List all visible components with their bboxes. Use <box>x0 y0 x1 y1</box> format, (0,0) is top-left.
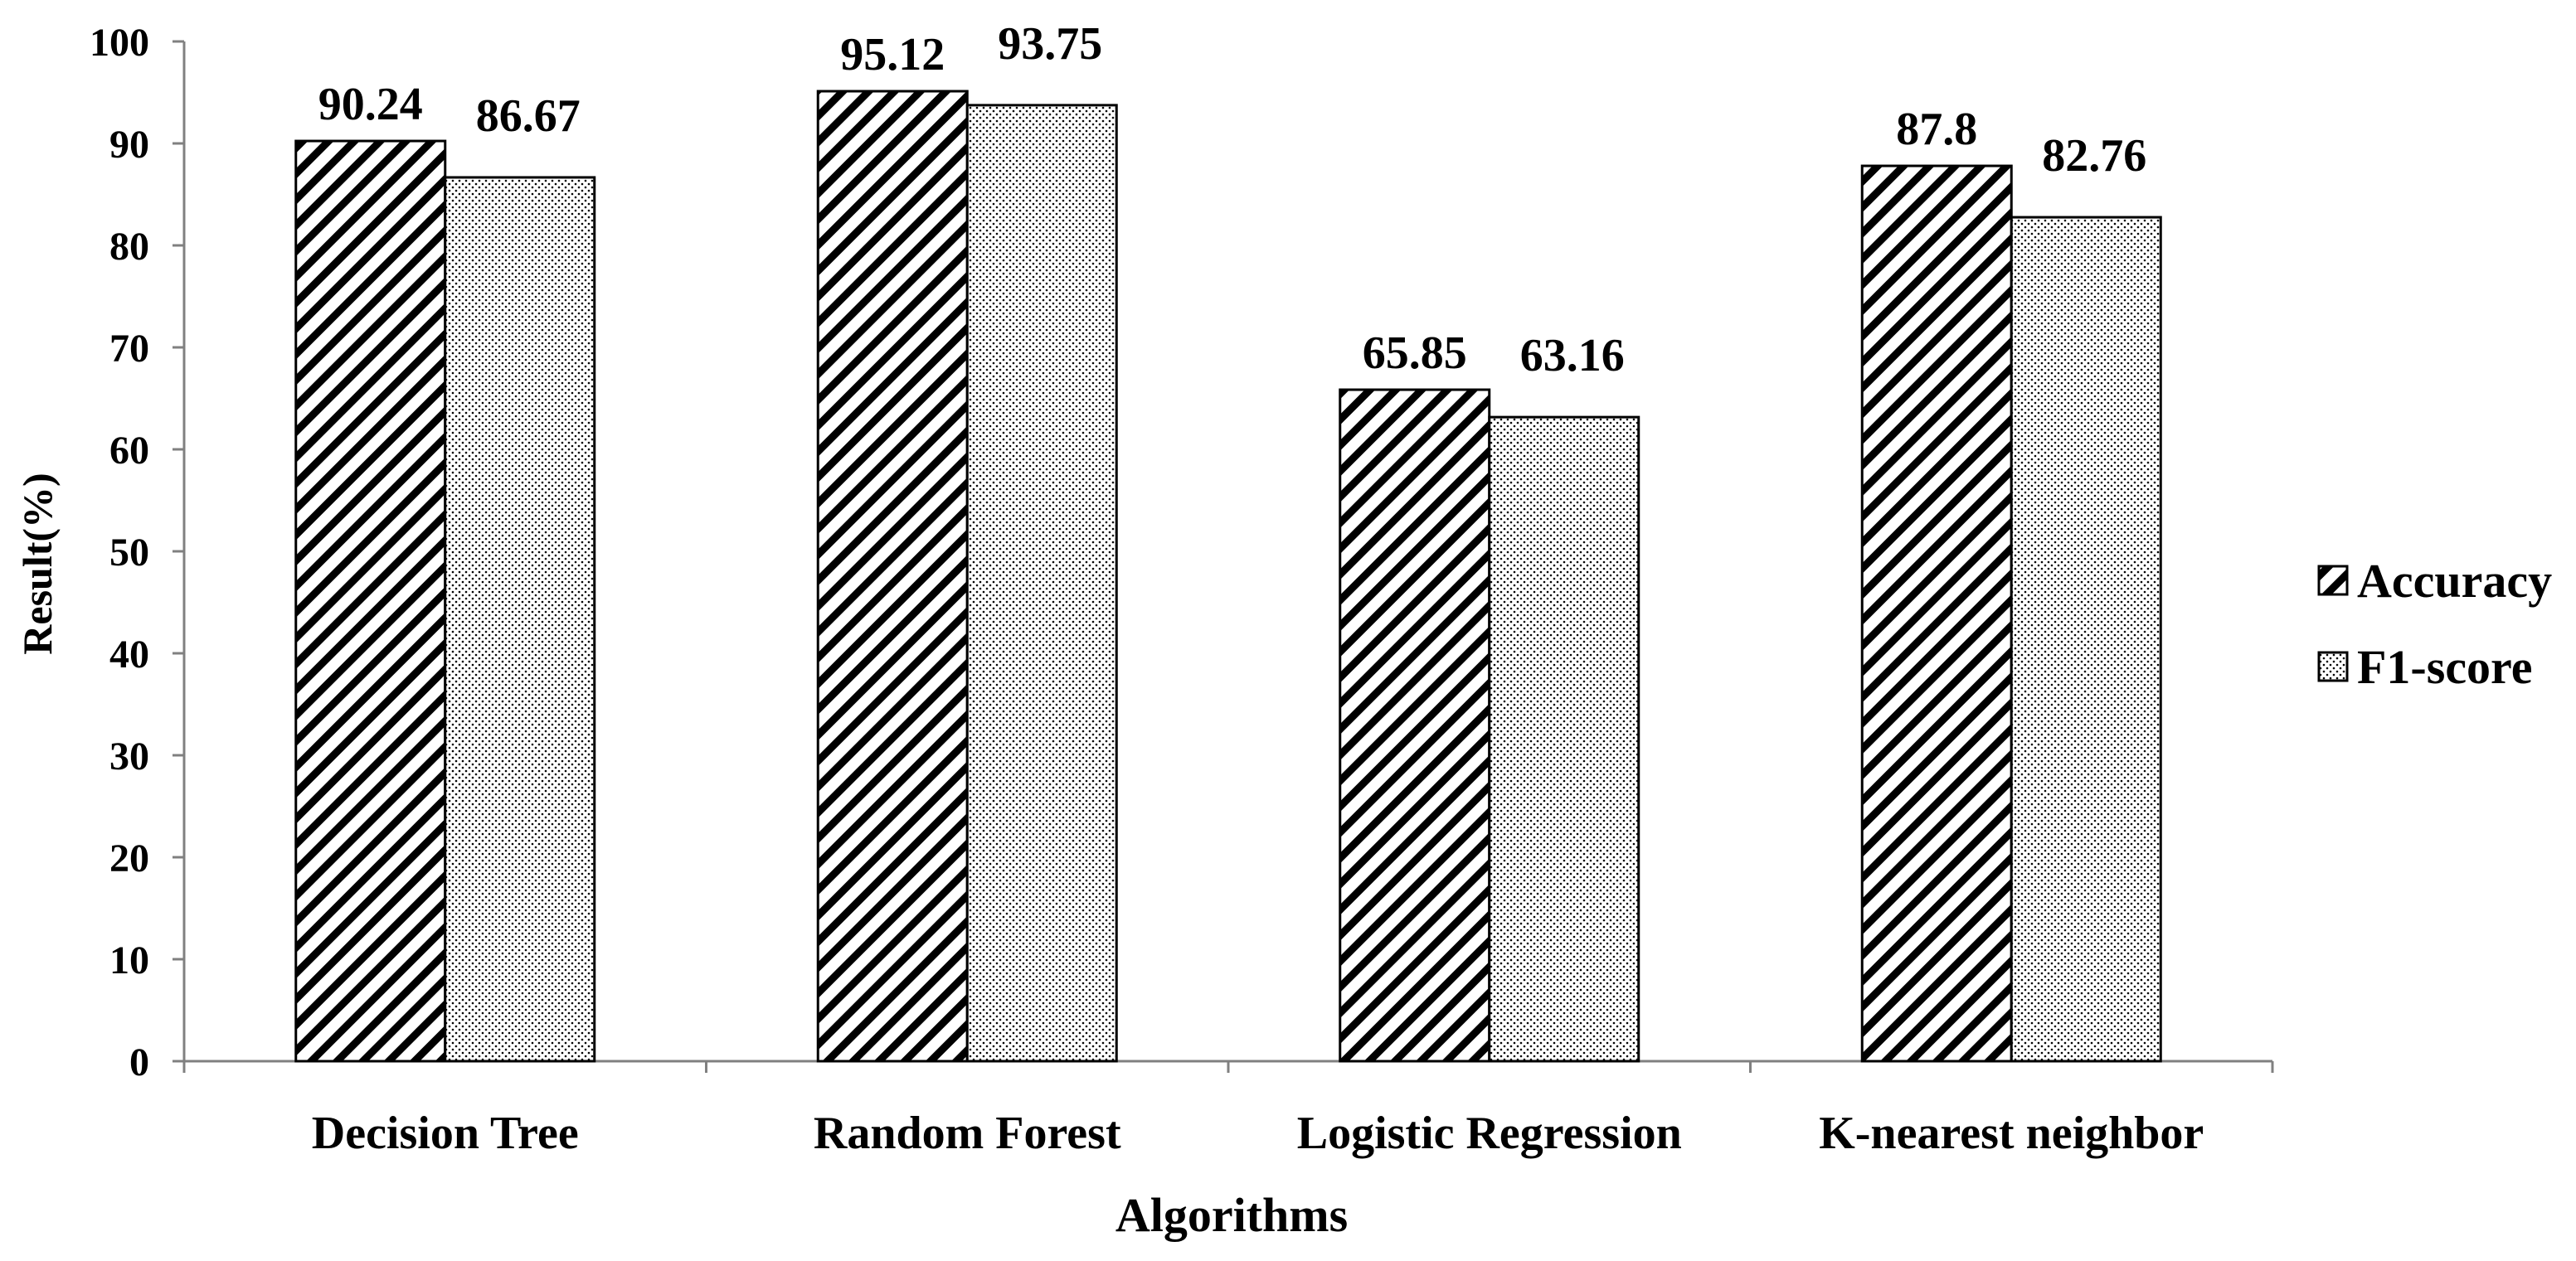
y-tick-label: 90 <box>109 123 149 167</box>
legend-label: Accuracy <box>2357 554 2552 608</box>
x-axis <box>182 1060 2274 1073</box>
y-tick-label: 60 <box>109 429 149 473</box>
y-tick-label: 10 <box>109 938 149 982</box>
data-label: 86.67 <box>476 90 581 142</box>
bar-accuracy-3 <box>1339 388 1491 1063</box>
category-label: K-nearest neighbor <box>1819 1108 2204 1159</box>
data-label: 95.12 <box>840 29 945 80</box>
y-tick-label: 0 <box>129 1040 149 1084</box>
y-tick-label: 80 <box>109 225 149 269</box>
x-axis-title: Algorithms <box>1115 1188 1348 1242</box>
bar-accuracy-1 <box>294 139 447 1063</box>
legend-swatch <box>2317 651 2349 682</box>
legend-swatch <box>2317 565 2349 596</box>
bars <box>294 90 2162 1063</box>
data-label: 82.76 <box>2042 130 2146 182</box>
legend-item: Accuracy <box>2317 554 2552 608</box>
category-label: Decision Tree <box>312 1108 579 1159</box>
legend-item: F1-score <box>2317 640 2533 694</box>
bar-f1-score-2 <box>965 104 1118 1063</box>
y-axis: 0 10 20 30 40 50 60 70 80 90 100 <box>90 21 186 1084</box>
category-labels: Decision Tree Random Forest Logistic Regre… <box>312 1108 2204 1159</box>
legend-label: F1-score <box>2357 640 2533 694</box>
bar-accuracy-2 <box>816 90 969 1063</box>
bar-f1-score-4 <box>2010 216 2162 1063</box>
data-label: 63.16 <box>1520 330 1625 381</box>
y-tick-label: 50 <box>109 531 149 575</box>
data-label: 87.8 <box>1896 104 1977 155</box>
bar-accuracy-4 <box>1860 164 2013 1063</box>
y-tick-label: 30 <box>109 735 149 778</box>
y-tick-label: 40 <box>109 633 149 677</box>
y-tick-label: 20 <box>109 837 149 880</box>
data-label: 93.75 <box>998 18 1102 70</box>
bar-f1-score-1 <box>444 176 596 1063</box>
category-label: Logistic Regression <box>1297 1108 1682 1159</box>
data-label: 90.24 <box>318 79 423 130</box>
y-tick-label: 70 <box>109 327 149 371</box>
y-axis-title: Result(%) <box>14 473 61 654</box>
legend: Accuracy F1-score <box>2317 554 2552 694</box>
bar-f1-score-3 <box>1488 415 1640 1063</box>
category-label: Random Forest <box>814 1108 1121 1159</box>
data-label: 65.85 <box>1363 327 1467 379</box>
value-labels: 90.24 86.67 95.12 93.75 65.85 63.16 87.8 82.76 <box>318 18 2147 381</box>
y-tick-label: 100 <box>90 21 149 65</box>
